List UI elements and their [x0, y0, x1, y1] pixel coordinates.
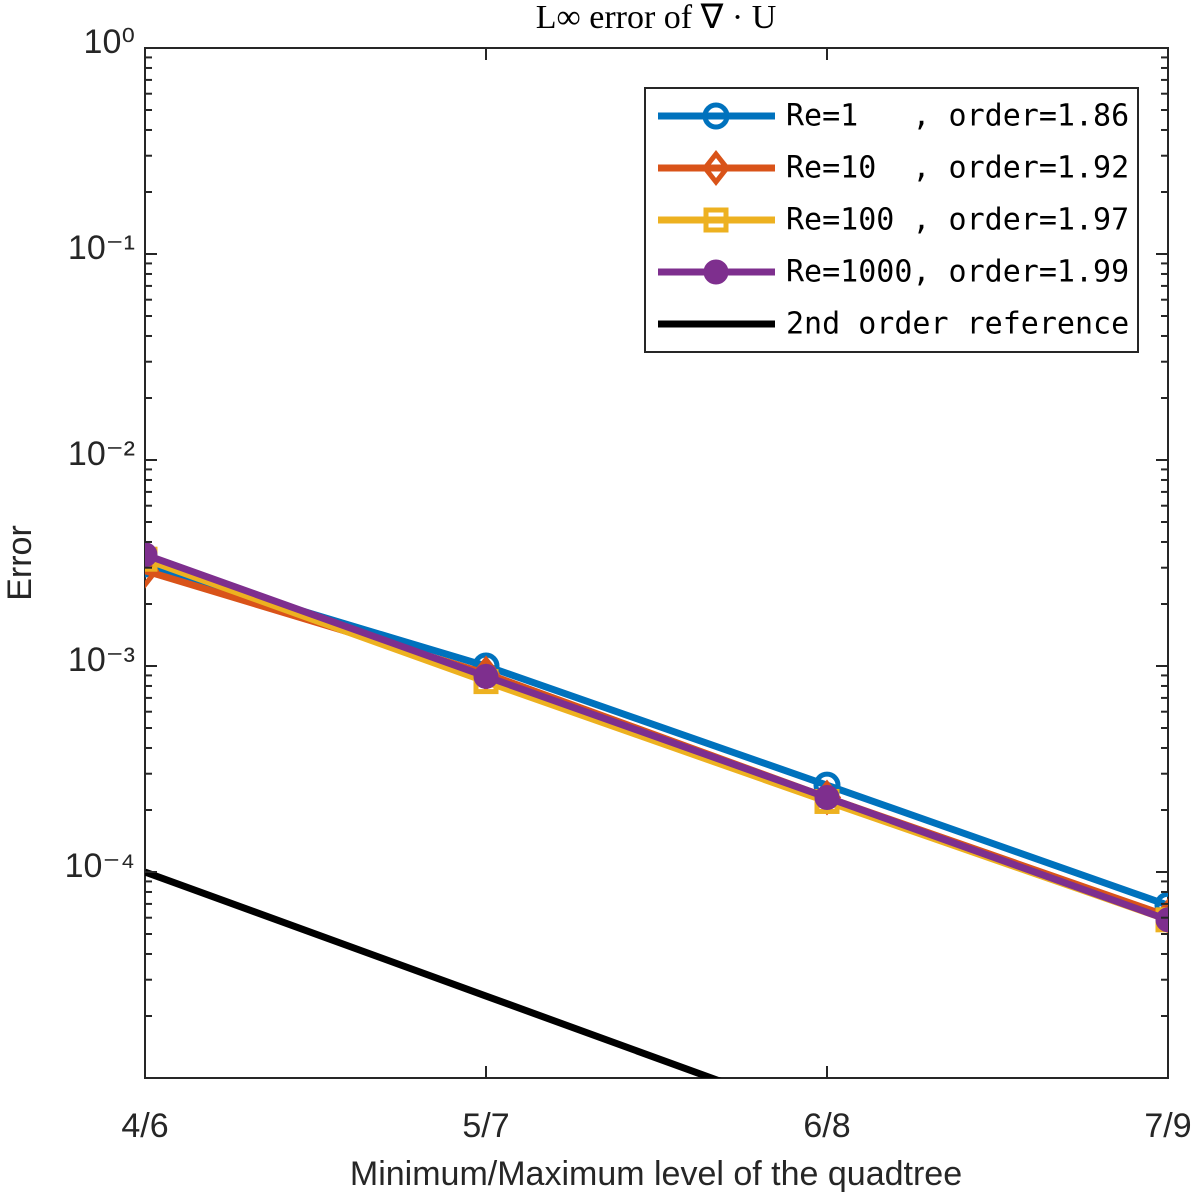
y-axis-label: Error: [1, 525, 39, 601]
plot-content: [145, 542, 1168, 1078]
marker: [702, 102, 730, 130]
x-tick-label: 4/6: [121, 1107, 168, 1145]
legend-label: Re=1000, order=1.99: [786, 255, 1129, 290]
y-tick-label: 10⁻³: [68, 641, 135, 679]
x-tick-label: 7/9: [1144, 1107, 1191, 1145]
y-tick-label: 10⁰: [84, 23, 135, 61]
marker: [701, 149, 731, 187]
legend-label: Re=10 , order=1.92: [786, 151, 1129, 186]
marker: [703, 259, 729, 285]
x-tick-label: 5/7: [462, 1107, 509, 1145]
marker: [703, 207, 729, 233]
series-line: [145, 551, 1168, 924]
marker: [1154, 891, 1168, 919]
marker: [145, 552, 160, 589]
marker: [1155, 907, 1168, 933]
y-tick-label: 10⁻¹: [68, 229, 135, 267]
series-line: [145, 868, 722, 1078]
legend-label: 2nd order reference: [786, 307, 1129, 342]
marker: [473, 663, 499, 689]
chart-title: L∞ error of ∇ · U: [536, 0, 777, 36]
y-tick-label: 10⁻⁴: [65, 847, 135, 885]
legend-label: Re=100 , order=1.97: [786, 203, 1129, 238]
marker: [145, 542, 158, 568]
x-axis-label: Minimum/Maximum level of the quadtree: [350, 1155, 962, 1193]
marker: [814, 784, 840, 810]
x-tick-label: 6/8: [803, 1107, 850, 1145]
legend-label: Re=1 , order=1.86: [786, 99, 1129, 134]
y-tick-label: 10⁻²: [68, 435, 135, 473]
